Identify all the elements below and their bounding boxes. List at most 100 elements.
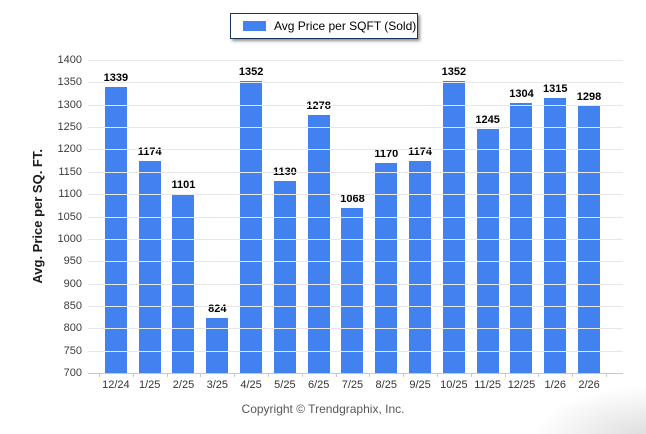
x-tick-label: 2/25 [172, 379, 195, 391]
x-tick-label: 2/26 [578, 379, 600, 391]
x-tick-label: 9/25 [409, 379, 431, 391]
bar-band: 1339 12/24 [99, 60, 133, 391]
x-tick-mark [369, 373, 371, 377]
y-tick-label: 900 [63, 277, 82, 290]
x-tick-mark [335, 373, 337, 377]
x-tick-label: 1/26 [544, 379, 566, 391]
bar-value-label: 824 [208, 302, 227, 315]
x-tick-label: 3/25 [206, 379, 228, 391]
x-tick-mark [403, 373, 405, 377]
bar-value-label: 1174 [137, 146, 162, 159]
bar-value-label: 1339 [103, 72, 129, 85]
x-tick-mark [572, 373, 574, 377]
x-tick-mark [166, 373, 168, 377]
bar-value-label: 1068 [340, 193, 365, 206]
x-tick-mark [470, 373, 472, 377]
bar [341, 208, 364, 373]
bar [138, 161, 161, 373]
bar-band: 1352 4/25 [234, 60, 268, 391]
bar-band: 1068 7/25 [336, 60, 370, 391]
legend: Avg Price per SQFT (Sold) [230, 13, 418, 39]
bar-value-label: 1130 [272, 165, 297, 178]
x-tick-label: 12/24 [102, 379, 130, 391]
y-tick-label: 1050 [57, 210, 82, 223]
bar-band: 1245 11/25 [471, 60, 505, 391]
x-axis-ticks [88, 373, 623, 377]
y-tick-label: 700 [63, 367, 82, 379]
gridline [88, 171, 623, 173]
bar-band: 1315 1/26 [538, 60, 572, 391]
bar [476, 129, 499, 373]
y-tick-label: 1300 [57, 98, 82, 111]
y-tick-label: 750 [63, 344, 82, 357]
gridline [88, 238, 623, 240]
x-tick-mark [538, 373, 540, 377]
x-tick-label: 8/25 [375, 379, 397, 391]
gridline [88, 350, 623, 352]
x-tick-label: 4/25 [240, 379, 262, 391]
bar-band: 1130 5/25 [268, 60, 302, 391]
bar [375, 162, 398, 373]
x-tick-mark [132, 373, 134, 377]
x-tick-label: 5/25 [274, 379, 296, 391]
gridline [88, 216, 623, 218]
x-tick-mark [437, 373, 438, 377]
x-tick-label: 6/25 [307, 379, 330, 391]
bar [544, 98, 567, 373]
bar [273, 180, 296, 373]
y-tick-label: 1400 [57, 54, 82, 66]
bar-band: 1352 10/25 [437, 60, 471, 391]
bar-band: 1174 1/25 [133, 60, 167, 391]
x-tick-label: 7/25 [341, 379, 364, 391]
y-tick-label: 1350 [57, 76, 82, 89]
bar-value-label: 1174 [408, 146, 432, 159]
bar [104, 87, 127, 373]
gridline [88, 104, 623, 106]
y-tick-label: 1200 [57, 143, 82, 156]
bar [240, 81, 263, 373]
bar [442, 81, 465, 373]
bar-band: 1174 9/25 [403, 60, 437, 391]
bar-band: 1304 12/25 [505, 60, 539, 391]
x-tick-mark [268, 373, 269, 377]
bar-value-label: 1298 [576, 90, 602, 103]
gridline [88, 283, 623, 285]
y-tick-label: 1000 [57, 232, 82, 245]
x-tick-mark [301, 373, 303, 377]
x-tick-mark [200, 373, 202, 377]
legend-label: Avg Price per SQFT (Sold) [274, 19, 417, 33]
y-axis-labels: 700 750 800 850 900 950 1000 1050 1100 1150 1200 12… [0, 54, 82, 379]
x-tick-label: 11/25 [474, 379, 502, 391]
bar-value-label: 1101 [171, 178, 196, 191]
x-tick-mark [606, 373, 607, 377]
bar-value-label: 1170 [374, 147, 399, 160]
x-tick-mark [99, 373, 100, 377]
bar-band: 824 3/25 [200, 60, 234, 391]
y-tick-label: 1100 [58, 188, 82, 201]
copyright: Copyright © Trendgraphix, Inc. [241, 402, 405, 416]
y-tick-label: 850 [63, 299, 82, 312]
bar [409, 161, 432, 373]
bar [510, 102, 533, 373]
bar-value-label: 1245 [475, 114, 500, 127]
x-tick-label: 1/25 [138, 379, 161, 391]
legend-swatch [243, 21, 266, 31]
bar-band: 1170 8/25 [369, 60, 403, 391]
bar [307, 114, 330, 373]
bar-value-label: 1352 [441, 66, 467, 79]
bar-value-label: 1352 [238, 66, 264, 79]
y-tick-label: 1150 [58, 165, 82, 178]
x-tick-label: 12/25 [507, 379, 536, 391]
x-tick-mark [504, 373, 506, 377]
gridline [88, 127, 623, 129]
gridline [88, 60, 623, 61]
x-tick-mark [234, 373, 236, 377]
bar-value-label: 1315 [543, 83, 568, 96]
y-tick-label: 800 [63, 322, 82, 335]
bar-value-label: 1304 [509, 87, 534, 100]
bar [172, 193, 195, 373]
bar-band: 1101 2/25 [167, 60, 201, 391]
gridline [88, 82, 623, 84]
plot-area: 1339 12/24 1174 1/25 1101 2/25 824 3/25 1352 4/25… [88, 60, 623, 391]
